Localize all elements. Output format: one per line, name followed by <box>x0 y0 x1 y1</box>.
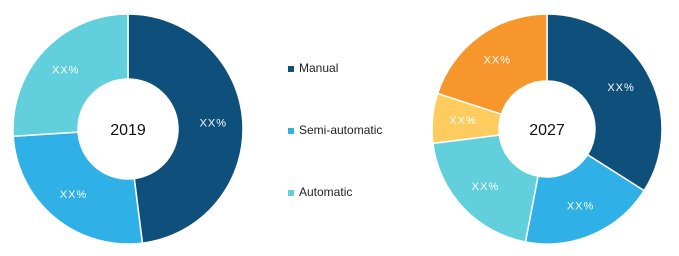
donut-slice <box>12 13 129 138</box>
center-label: 2019 <box>110 122 146 139</box>
value-label: XX% <box>567 200 594 212</box>
donut-slice <box>432 134 539 243</box>
value-label: XX% <box>484 55 511 67</box>
value-label: XX% <box>52 64 79 76</box>
donut-slice <box>524 153 646 245</box>
legend-label: Automatic <box>299 185 352 199</box>
value-label: XX% <box>200 118 227 130</box>
value-label: XX% <box>449 115 476 127</box>
value-label: XX% <box>472 181 499 193</box>
donut-slice <box>12 131 144 245</box>
donut-slice <box>127 13 244 244</box>
legend-swatch <box>288 128 294 134</box>
value-label: XX% <box>607 82 634 94</box>
legend-swatch <box>288 66 294 72</box>
center-label: 2027 <box>529 122 565 139</box>
legend-label: Manual <box>299 61 338 75</box>
legend-swatch <box>288 190 294 196</box>
donut-slice <box>436 13 548 116</box>
value-label: XX% <box>60 189 87 201</box>
legend-label: Semi-automatic <box>299 123 382 137</box>
donut-slice <box>546 13 663 192</box>
